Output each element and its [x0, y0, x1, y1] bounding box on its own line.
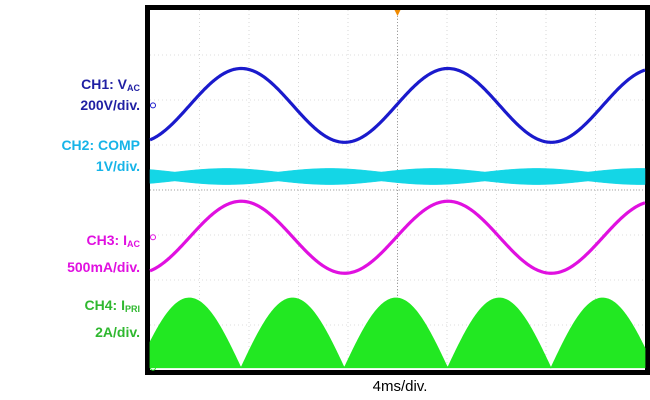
channel-marker-ch1 — [150, 102, 156, 109]
ch3-name: CH3: IAC — [86, 232, 140, 249]
trace-ch3 — [149, 199, 646, 275]
ch3-label: CH3: IAC 500mA/div. — [67, 232, 140, 276]
trace-ch4 — [149, 297, 646, 369]
channel-marker-ch2 — [150, 173, 156, 180]
ch4-label: CH4: IPRI 2A/div. — [85, 297, 140, 341]
ch2-scale: 1V/div. — [95, 158, 140, 174]
ch1-name: CH1: VAC — [81, 76, 140, 93]
oscilloscope-plot — [149, 10, 646, 371]
channel-marker-ch4 — [150, 364, 156, 371]
ch1-scale: 200V/div. — [80, 97, 140, 113]
trace-ch2 — [149, 168, 646, 185]
oscilloscope-screen — [145, 5, 650, 375]
timebase-label: 4ms/div. — [372, 378, 428, 395]
channel-marker-ch3 — [150, 234, 156, 241]
trace-ch1 — [149, 66, 646, 144]
ch1-label: CH1: VAC 200V/div. — [80, 76, 140, 114]
ch2-name: CH2: COMP — [61, 137, 140, 153]
trigger-marker — [394, 10, 401, 16]
ch4-name: CH4: IPRI — [84, 297, 140, 314]
ch3-scale: 500mA/div. — [67, 259, 140, 275]
ch2-label: CH2: COMP 1V/div. — [61, 137, 140, 175]
ch4-scale: 2A/div. — [95, 324, 140, 340]
